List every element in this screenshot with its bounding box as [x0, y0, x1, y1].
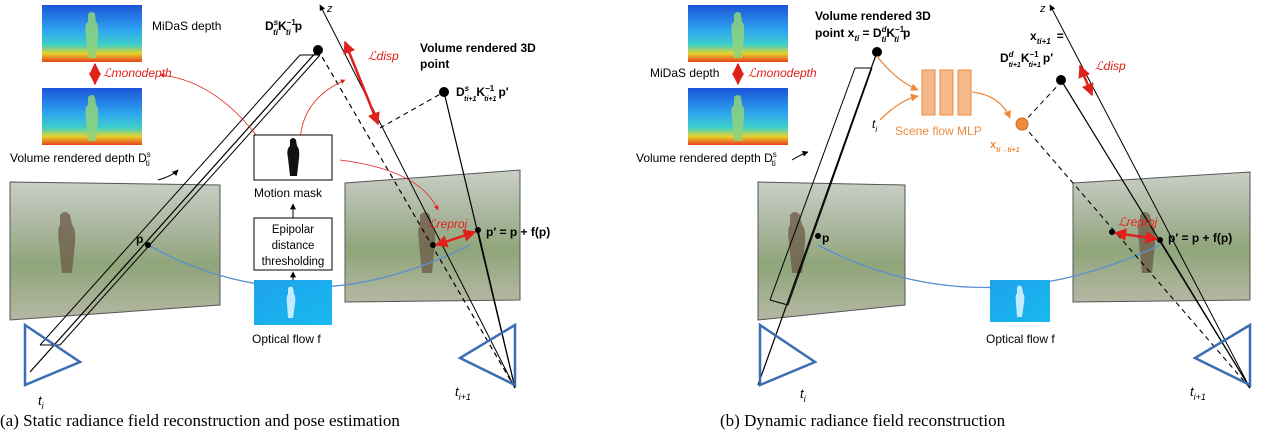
x-flow-label: xti→ti+1	[990, 139, 1020, 154]
pprime-formula-b: p′ = p + f(p)	[1168, 231, 1232, 245]
disp-arrow	[343, 40, 380, 126]
vol3d-label-line1: Volume rendered 3D	[420, 41, 536, 55]
mlp-input-t	[879, 93, 919, 121]
camera-ti1-label-b: ti+1	[1190, 384, 1206, 402]
point-p-right-proj	[430, 242, 436, 248]
point-vol-3d	[439, 87, 449, 97]
x-next-formula: Dd ti+1K−1 ti+1p′	[1000, 50, 1053, 69]
midas-depth-image-b	[688, 5, 788, 62]
p-label-b: p	[822, 231, 829, 245]
loss-reproj-a: ℒreproj	[428, 217, 468, 231]
epipolar-line2: distance	[272, 240, 315, 252]
vol3d-formula-a: Ds ti+1K−1 ti+1p′	[456, 84, 509, 103]
disp-arrow-b	[1078, 64, 1094, 97]
caption-b: (b) Dynamic radiance field reconstructio…	[720, 411, 1006, 430]
camera-ti-b	[758, 322, 818, 387]
midas-depth-label: MiDaS depth	[152, 19, 221, 33]
reproj-arrow-a	[434, 229, 477, 248]
epipolar-line3: thresholding	[262, 256, 325, 268]
panel-b: MiDaS depth ℒmonodepth Volume rendered d…	[636, 3, 1252, 430]
reproj-arrow-b	[1113, 228, 1159, 244]
camera-ti1-b	[1192, 322, 1252, 388]
point-p-prime	[475, 227, 481, 233]
point-p-right-proj-b	[1109, 229, 1115, 235]
midas-depth-image	[42, 5, 142, 62]
volume-depth-label-b: Volume rendered depth Ds ti	[636, 150, 777, 168]
motion-mask-label: Motion mask	[254, 186, 323, 200]
volume-depth-image	[42, 88, 142, 145]
point-p-left	[145, 242, 151, 248]
camera-ti-label-b: ti	[800, 386, 807, 404]
left-camera-rays	[29, 49, 321, 373]
camera-ti1	[457, 322, 517, 388]
correspondence-arc-b	[817, 244, 1161, 289]
volume-depth-pointer	[157, 169, 179, 181]
z-axis-label: z	[326, 3, 333, 15]
point-static-3d	[313, 45, 323, 55]
x-next-label: xti+1 =	[1030, 29, 1064, 46]
vol3d-label-b-line2: point xti = Dd tiK−1 ti p	[815, 25, 910, 44]
motion-mask-silhouette	[287, 138, 300, 176]
volume-depth-image-b	[688, 88, 788, 145]
left-photo-frame	[9, 181, 221, 321]
pprime-formula-a: p′ = p + f(p)	[486, 225, 550, 239]
epipolar-box	[253, 217, 333, 271]
mlp-output	[971, 91, 1011, 119]
right-photo-frame	[344, 169, 521, 303]
optical-flow-label-b: Optical flow f	[986, 332, 1055, 346]
loss-disp-a: ℒdisp	[368, 49, 399, 63]
mlp-input-x	[876, 55, 919, 91]
caption-a: (a) Static radiance field reconstruction…	[0, 411, 400, 430]
camera-ti1-label: ti+1	[455, 384, 471, 402]
volume-depth-pointer-b	[791, 150, 809, 161]
point-flowed	[1015, 117, 1029, 131]
loss-monodepth: ℒmonodepth	[103, 66, 172, 80]
left-photo-frame-b	[757, 181, 906, 321]
volume-depth-label: Volume rendered depth Ds ti	[10, 150, 151, 168]
loss-monodepth-b: ℒmonodepth	[748, 66, 817, 80]
optical-flow-label-a: Optical flow f	[252, 332, 321, 346]
loss-reproj-b: ℒreproj	[1118, 215, 1158, 229]
panel-a: MiDaS depth ℒmonodepth Volume rendered d…	[0, 3, 550, 430]
left-camera-rays-b	[757, 51, 878, 386]
monodepth-link	[159, 73, 261, 141]
t-label-b: ti	[872, 117, 877, 134]
point-next-3d	[1056, 75, 1066, 85]
camera-ti-label: ti	[38, 393, 45, 411]
point-formula-a: Ds tiK−1 ti p	[265, 18, 302, 37]
loss-disp-b: ℒdisp	[1095, 59, 1126, 73]
z-axis-label-b: z	[1039, 3, 1046, 15]
vol3d-label-b-line1: Volume rendered 3D	[815, 9, 931, 23]
vol3d-label-line2: point	[420, 57, 449, 71]
midas-depth-label-b: MiDaS depth	[650, 66, 719, 80]
p-label-a: p	[136, 232, 143, 246]
point-p-left-b	[815, 233, 821, 239]
scene-flow-label: Scene flow MLP	[895, 124, 982, 138]
epipolar-line1: Epipolar	[272, 224, 314, 236]
camera-ti	[23, 322, 83, 387]
point-dynamic-3d	[872, 47, 882, 57]
scene-flow-mlp	[921, 69, 972, 116]
point-p-prime-b	[1157, 237, 1163, 243]
reproj-link	[339, 159, 439, 211]
